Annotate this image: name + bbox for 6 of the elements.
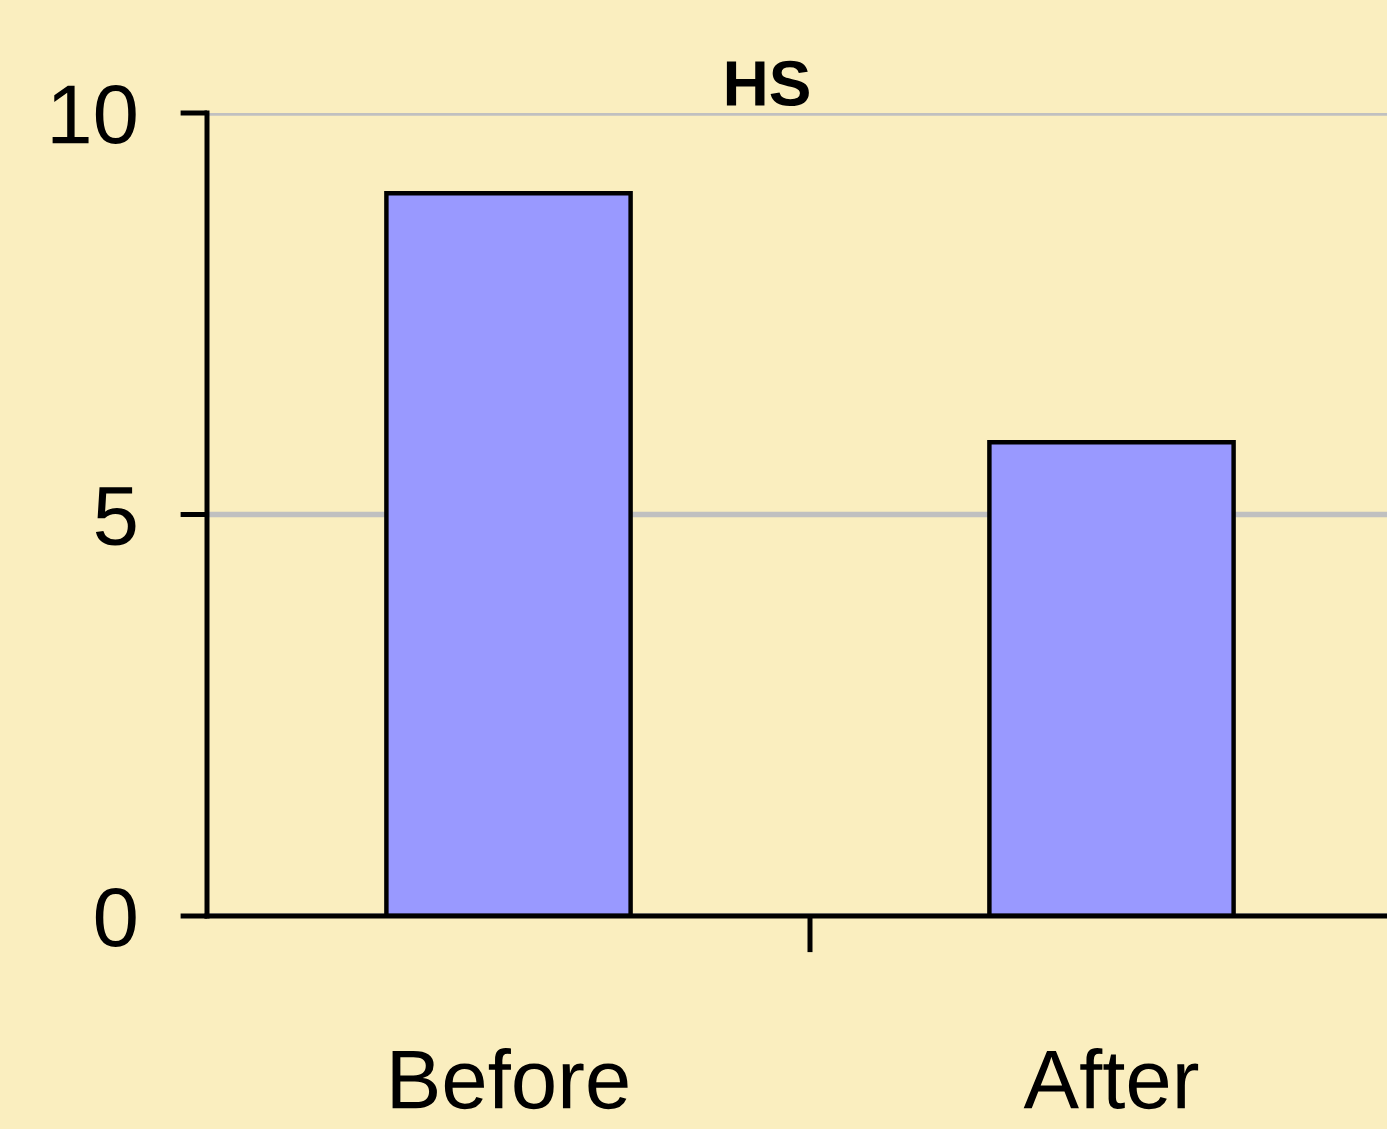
chart-title: HS [726,60,809,107]
x-tick-label: Before [392,1048,628,1110]
y-tick-label: 5 [95,487,136,546]
x-tick-label: After [1023,1048,1199,1110]
y-tick-label: 10 [52,85,136,145]
y-tick-label: 0 [95,888,136,948]
